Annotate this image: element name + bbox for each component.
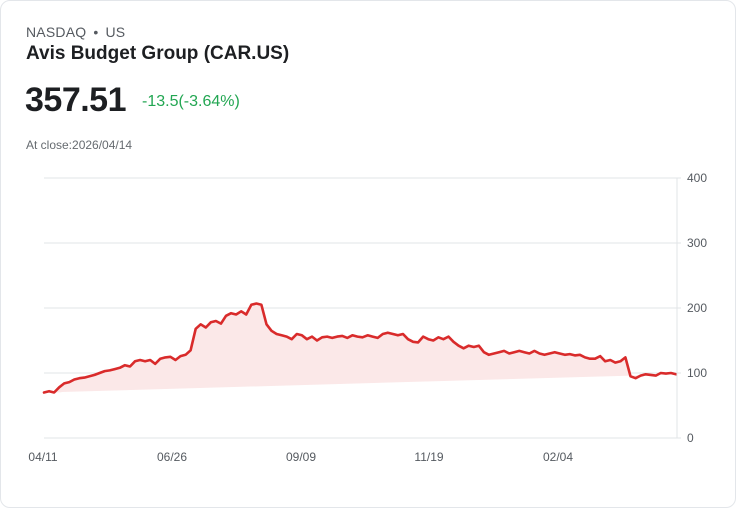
y-tick-label: 0	[687, 431, 694, 445]
chart-gridlines	[44, 177, 681, 439]
x-axis-ticks: 04/11 06/26 09/09 11/19 02/04	[28, 450, 573, 464]
close-timestamp: At close:2026/04/14	[26, 138, 133, 152]
x-tick-label: 04/11	[28, 450, 57, 464]
current-price: 357.51	[25, 81, 127, 119]
x-tick-label: 06/26	[157, 450, 187, 464]
stock-title: Avis Budget Group (CAR.US)	[26, 43, 290, 64]
y-tick-label: 200	[687, 301, 707, 315]
y-tick-label: 100	[687, 366, 707, 380]
exchange-line: NASDAQ • US	[26, 24, 125, 40]
y-tick-label: 300	[687, 236, 707, 250]
chart-price-line	[42, 302, 678, 394]
x-tick-label: 02/04	[543, 450, 573, 464]
x-tick-label: 09/09	[286, 450, 316, 464]
price-change: -13.5(-3.64%)	[142, 93, 240, 110]
x-tick-label: 11/19	[414, 450, 443, 464]
separator-dot: •	[93, 24, 99, 40]
y-tick-label: 400	[687, 171, 707, 185]
exchange-name: NASDAQ	[26, 24, 87, 40]
region: US	[105, 24, 126, 40]
chart-area-fill	[44, 303, 676, 393]
y-axis-ticks: 0 100 200 300 400	[687, 171, 707, 445]
